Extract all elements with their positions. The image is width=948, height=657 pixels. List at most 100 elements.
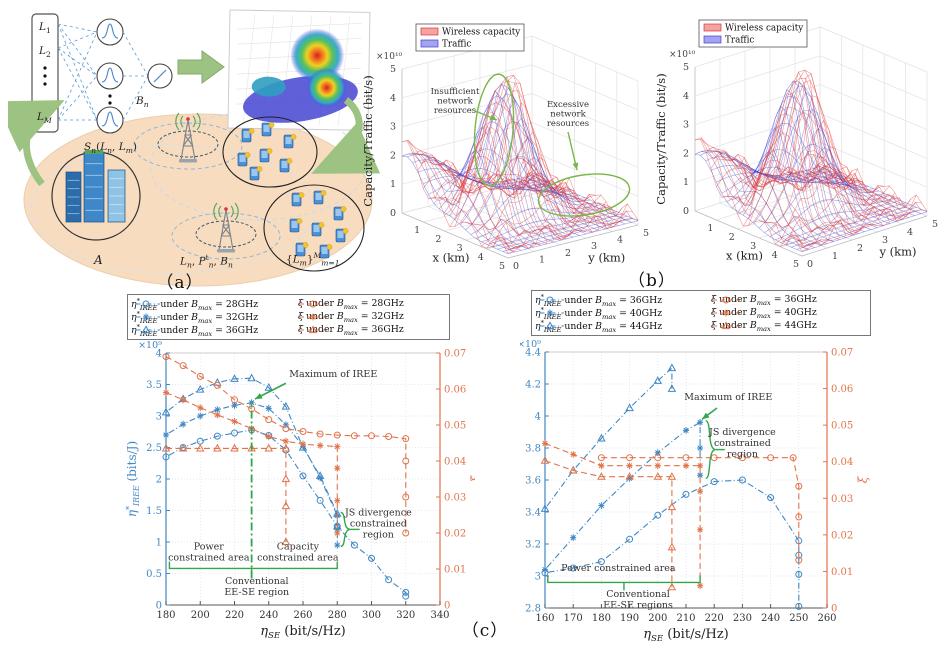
svg-text:Power: Power [194, 542, 224, 553]
svg-text:170: 170 [564, 613, 583, 624]
legend-entry: η*IREE under Bmax = 40GHz [535, 307, 663, 319]
svg-text:4: 4 [617, 235, 623, 246]
svg-text:0: 0 [390, 208, 396, 219]
svg-text:constrained area: constrained area [168, 553, 250, 564]
svg-text:0.07: 0.07 [444, 349, 466, 360]
svg-text:ηSE (bit/s/Hz): ηSE (bit/s/Hz) [260, 624, 346, 641]
svg-text:1: 1 [414, 225, 420, 236]
svg-text:EE-SE region: EE-SE region [224, 587, 289, 598]
svg-text:2: 2 [435, 234, 441, 245]
svg-text:240: 240 [259, 610, 278, 621]
svg-text:3: 3 [683, 120, 689, 131]
svg-text:0.02: 0.02 [444, 529, 466, 540]
svg-text:4: 4 [772, 250, 778, 261]
svg-text:x (km): x (km) [433, 251, 470, 265]
legend-entry: η*IREE under Bmax = 36GHz [535, 294, 663, 306]
svg-text:×10¹⁰: ×10¹⁰ [376, 52, 403, 62]
svg-text:JS divergence: JS divergence [708, 427, 776, 438]
svg-text:5: 5 [390, 64, 396, 75]
svg-text:340: 340 [430, 610, 449, 621]
user-set-label: {Lm}Mm=1 [286, 251, 340, 268]
iree-se-chart-left: 180 200 220 240 260 280 300 320 34000.511.522.53… [125, 340, 475, 641]
svg-text:220: 220 [705, 613, 724, 624]
svg-text:4: 4 [390, 93, 396, 104]
svg-text:0.05: 0.05 [444, 421, 466, 432]
svg-text:0.06: 0.06 [831, 384, 853, 395]
svg-text:0.5: 0.5 [146, 569, 162, 580]
nn-input-label-2: L2 [39, 45, 51, 60]
svg-text:0: 0 [807, 259, 813, 270]
svg-text:0.07: 0.07 [831, 348, 853, 359]
caption-c: （c） [461, 621, 509, 641]
svg-text:0: 0 [513, 261, 519, 272]
svg-text:260: 260 [293, 610, 312, 621]
svg-text:2: 2 [857, 243, 863, 254]
legend-entry: ξ under Bmax = 28GHz [297, 298, 404, 310]
svg-text:180: 180 [156, 610, 175, 621]
svg-text:constrained: constrained [350, 519, 407, 530]
svg-text:3: 3 [390, 122, 396, 133]
nn-output-label: Sn(Ln, Lm) [84, 141, 137, 156]
svg-text:JS divergence: JS divergence [344, 508, 412, 519]
svg-text:3.2: 3.2 [525, 540, 541, 551]
svg-text:4: 4 [478, 252, 484, 263]
svg-text:×10⁹: ×10⁹ [138, 340, 162, 351]
svg-text:0.04: 0.04 [831, 457, 853, 468]
svg-text:ηSE (bit/s/Hz): ηSE (bit/s/Hz) [643, 627, 729, 642]
caption-a: （a） [156, 273, 204, 293]
svg-text:280: 280 [328, 610, 347, 621]
svg-text:constrained area: constrained area [257, 553, 339, 564]
caption-b: （b） [628, 271, 676, 291]
svg-text:4.4: 4.4 [525, 348, 541, 359]
svg-text:250: 250 [789, 613, 808, 624]
svg-text:2: 2 [729, 232, 735, 243]
svg-text:3: 3 [156, 412, 162, 423]
svg-text:Maximum of IREE: Maximum of IREE [684, 392, 772, 403]
svg-text:0: 0 [444, 601, 450, 612]
svg-text:0.01: 0.01 [831, 567, 853, 578]
svg-text:300: 300 [362, 610, 381, 621]
svg-text:5: 5 [499, 261, 505, 272]
svg-text:4.2: 4.2 [525, 380, 541, 391]
svg-text:0: 0 [156, 601, 162, 612]
base-station-label: Ln, Ptn, Bn [180, 253, 233, 270]
svg-text:3.4: 3.4 [525, 508, 541, 519]
svg-text:3.5: 3.5 [146, 380, 162, 391]
svg-text:×10¹⁰: ×10¹⁰ [669, 50, 696, 60]
svg-text:0: 0 [683, 206, 689, 217]
svg-text:4: 4 [156, 349, 162, 360]
svg-text:0.03: 0.03 [444, 493, 466, 504]
svg-text:1: 1 [707, 223, 713, 234]
svg-text:260: 260 [817, 613, 836, 624]
svg-text:200: 200 [648, 613, 667, 624]
svg-text:0.01: 0.01 [444, 565, 466, 576]
svg-text:η*IREE (bits/J): η*IREE (bits/J) [125, 441, 141, 517]
svg-text:Wireless capacity: Wireless capacity [442, 28, 520, 38]
legend-entry: η*IREE under Bmax = 44GHz [535, 320, 663, 332]
svg-text:210: 210 [676, 613, 695, 624]
svg-text:4: 4 [907, 227, 913, 238]
svg-text:Wireless capacity: Wireless capacity [725, 24, 803, 34]
svg-text:x (km): x (km) [726, 249, 763, 263]
svg-text:3: 3 [457, 243, 463, 254]
svg-text:Capacity: Capacity [277, 542, 320, 553]
legend-entry: ξ under Bmax = 36GHz [297, 324, 404, 336]
svg-text:2: 2 [565, 248, 571, 259]
svg-text:220: 220 [225, 610, 244, 621]
svg-text:4: 4 [683, 91, 689, 102]
svg-text:0.06: 0.06 [444, 385, 466, 396]
svg-text:resources: resources [434, 106, 476, 116]
svg-text:2: 2 [683, 148, 689, 159]
svg-text:180: 180 [592, 613, 611, 624]
legend-entry: η*IREE under Bmax = 32GHz [131, 311, 259, 323]
svg-text:190: 190 [620, 613, 639, 624]
legend-entry: ξ under Bmax = 36GHz [710, 294, 817, 306]
svg-text:Traffic: Traffic [442, 40, 471, 50]
svg-text:Conventional: Conventional [225, 576, 289, 587]
svg-text:5: 5 [683, 62, 689, 73]
svg-text:200: 200 [191, 610, 210, 621]
svg-text:2.5: 2.5 [146, 443, 162, 454]
legend-entry: ξ under Bmax = 44GHz [710, 320, 817, 332]
